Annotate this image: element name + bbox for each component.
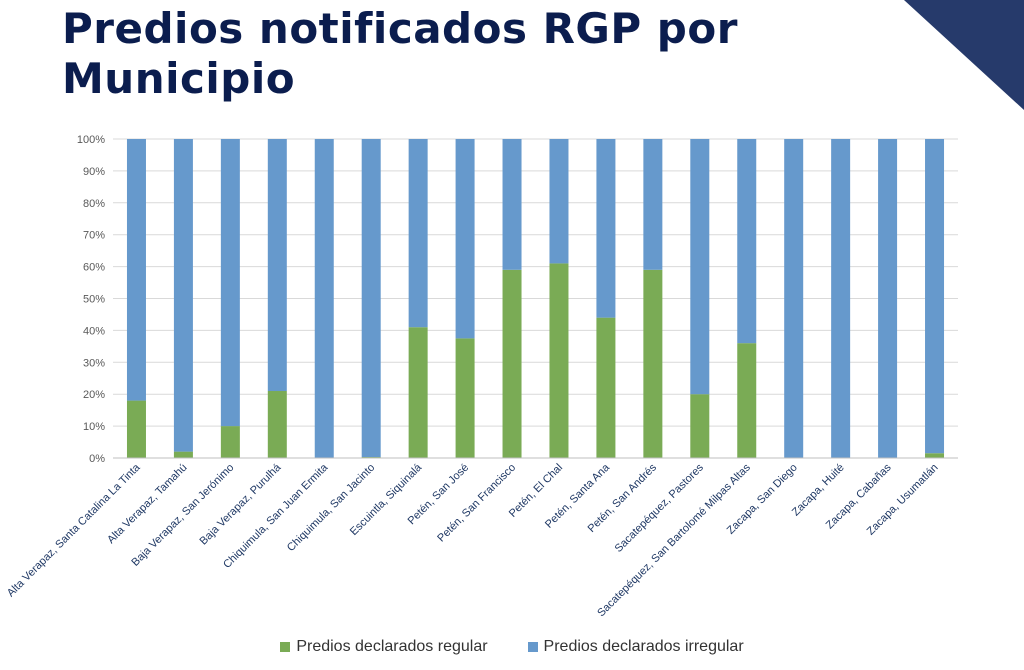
bar-regular [596, 317, 616, 458]
bar-irregular [314, 139, 334, 458]
legend-swatch-irregular [527, 642, 538, 652]
bar-irregular [737, 139, 757, 344]
bar-irregular [361, 139, 381, 458]
bar-irregular [831, 139, 851, 458]
x-tick-label: Sacatepéquez, Pastores [613, 461, 707, 555]
x-tick-label: Chiquimula, San Jacinto [285, 462, 377, 554]
bar-irregular [502, 139, 522, 270]
bar-irregular [925, 139, 945, 454]
bar-irregular [784, 139, 804, 458]
bar-regular [173, 451, 193, 458]
y-tick-label: 80% [83, 198, 105, 210]
bar-irregular [690, 139, 710, 395]
bar-regular [737, 343, 757, 458]
bar-regular [126, 400, 146, 458]
bar-regular [549, 263, 569, 458]
bar-irregular [173, 139, 193, 452]
y-tick-label: 90% [83, 166, 105, 178]
y-tick-label: 100% [77, 134, 105, 146]
y-tick-label: 40% [83, 325, 105, 337]
legend-item-regular: Predios declarados regular [280, 638, 488, 656]
bar-irregular [596, 139, 616, 318]
stacked-bar-chart: 0% 10% 20% 30% 40% 50% 60% 70% 80% 90% 100% Alta Ve… [5, 134, 958, 619]
bar-regular [408, 327, 428, 458]
bar-regular [502, 269, 522, 458]
corner-decoration [904, 0, 1024, 110]
bar-regular [455, 338, 475, 458]
bar-regular [690, 394, 710, 458]
y-tick-label: 0% [89, 453, 105, 465]
y-tick-label: 50% [83, 294, 105, 306]
y-tick-label: 20% [83, 389, 105, 401]
chart-legend: Predios declarados regular Predios decla… [0, 638, 1024, 656]
bar-irregular [267, 139, 287, 392]
bar-irregular [455, 139, 475, 339]
y-tick-label: 60% [83, 262, 105, 274]
legend-label-irregular: Predios declarados irregular [543, 638, 744, 655]
bar-regular [220, 426, 240, 458]
x-tick-label: Alta Verapaz, Tamahú [105, 462, 189, 546]
y-tick-label: 10% [83, 421, 105, 433]
bar-irregular [220, 139, 240, 427]
legend-item-irregular: Predios declarados irregular [527, 638, 744, 656]
bar-irregular [878, 139, 898, 458]
legend-swatch-regular [280, 642, 291, 652]
bar-irregular [126, 139, 146, 401]
x-tick-label: Petén, San Francisco [435, 462, 518, 545]
bar-regular [643, 269, 663, 458]
x-tick-label: Baja Verapaz, Purulhá [198, 461, 285, 548]
bar-regular [925, 453, 945, 458]
bar-regular [267, 391, 287, 458]
legend-label-regular: Predios declarados regular [296, 638, 488, 655]
bar-irregular [643, 139, 663, 270]
bar-irregular [549, 139, 569, 264]
y-tick-label: 70% [83, 230, 105, 242]
y-tick-label: 30% [83, 357, 105, 369]
bar-irregular [408, 139, 428, 328]
page-title: Predios notificados RGP por Municipio [62, 4, 738, 103]
